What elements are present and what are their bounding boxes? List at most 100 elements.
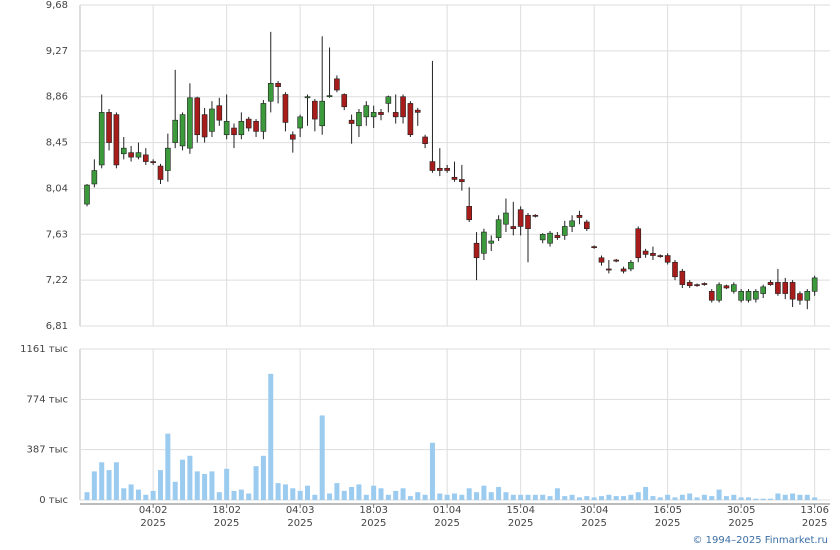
volume-bar: [584, 496, 590, 500]
candle-body: [194, 97, 201, 136]
volume-bar: [349, 486, 355, 500]
candle-body: [767, 282, 774, 285]
volume-bar: [312, 494, 318, 500]
volume-bar: [518, 494, 524, 500]
volume-bar: [488, 492, 494, 500]
candle-body: [143, 154, 149, 162]
y2-tick-label: 774 тыс: [27, 394, 68, 405]
y-tick-label: 7,63: [46, 229, 68, 240]
volume-bar: [576, 497, 582, 500]
candle-body: [789, 282, 796, 300]
candle-body: [231, 127, 237, 136]
candle-body: [422, 136, 428, 144]
candle-body: [672, 261, 678, 278]
volume-bar: [643, 486, 649, 500]
volume-bar: [400, 488, 406, 500]
volume-bar: [253, 466, 259, 500]
volume-bar: [422, 494, 428, 500]
volume-bar: [797, 494, 803, 500]
candle-body: [539, 233, 546, 241]
candle-body: [686, 282, 693, 287]
volume-bar: [650, 496, 656, 500]
volume-bar: [635, 492, 641, 500]
candle-body: [730, 284, 737, 292]
candle-body: [238, 121, 245, 136]
volume-bar: [378, 488, 384, 500]
volume-bar: [768, 498, 774, 500]
volume-bar: [496, 486, 502, 500]
volume-bar: [738, 497, 744, 500]
y-tick-label: 9,68: [46, 0, 68, 11]
y-tick-label: 8,45: [46, 138, 68, 149]
candle-body: [223, 121, 230, 136]
volume-bar: [407, 496, 413, 500]
candle-body: [620, 268, 627, 272]
candle-body: [407, 103, 414, 136]
volume-bar: [731, 494, 737, 500]
candle-body: [91, 170, 98, 185]
candle-body: [811, 277, 818, 292]
candle-body: [466, 206, 473, 221]
volume-bar: [790, 493, 796, 500]
candle-body: [745, 291, 752, 301]
candle-body: [532, 214, 539, 217]
candle-body: [106, 112, 112, 143]
x-tick-label: 16.05 2025: [653, 505, 682, 529]
volume-bar: [275, 483, 281, 500]
candle-body: [429, 161, 436, 171]
candle-body: [804, 291, 811, 301]
volume-bar: [723, 496, 729, 500]
y2-tick-label: 1161 тыс: [20, 344, 68, 355]
x-tick-label: 13.06 2025: [800, 505, 829, 529]
volume-bar: [297, 490, 303, 500]
candle-body: [120, 147, 127, 155]
volume-bar: [694, 497, 700, 500]
volume-bar: [356, 484, 362, 500]
y-tick-label: 8,86: [46, 92, 68, 103]
volume-bar: [268, 373, 274, 500]
volume-bar: [753, 498, 759, 500]
volume-bar: [246, 493, 252, 500]
volume-bar: [429, 442, 435, 500]
candle-body: [561, 226, 568, 236]
candle-body: [275, 82, 281, 87]
candle-body: [664, 255, 671, 263]
candle-body: [392, 112, 399, 118]
candle-body: [635, 228, 642, 259]
candle-body: [304, 96, 311, 99]
volume-bar: [628, 494, 634, 500]
volume-bar: [260, 455, 266, 500]
volume-bar: [591, 497, 597, 500]
volume-bar: [547, 496, 553, 500]
candle-body: [642, 250, 649, 255]
volume-bar: [371, 485, 377, 500]
volume-bar: [158, 470, 163, 500]
candle-body: [385, 96, 392, 104]
candle-body: [554, 235, 561, 238]
candle-body: [289, 134, 296, 140]
volume-bar: [341, 490, 347, 500]
volume-bar: [172, 481, 178, 500]
volume-bar: [775, 493, 781, 500]
volume-bar: [187, 455, 193, 500]
volume-bar: [760, 498, 766, 500]
volume-bar: [84, 492, 90, 500]
x-tick-label: 04.03 2025: [285, 505, 315, 529]
x-tick-label: 01.04 2025: [432, 505, 462, 529]
candle-body: [282, 94, 289, 123]
candle-body: [657, 255, 664, 257]
volume-bar: [444, 494, 450, 500]
candle-body: [782, 282, 789, 294]
volume-bar: [709, 496, 715, 500]
candle-body: [378, 112, 384, 115]
volume-bar: [165, 433, 171, 500]
volume-bar: [716, 489, 722, 500]
volume-bar: [687, 493, 693, 500]
volume-bar: [334, 483, 340, 500]
candle-body: [510, 226, 517, 229]
candle-body: [436, 167, 443, 171]
candle-body: [334, 78, 340, 91]
volume-bar: [606, 494, 612, 500]
